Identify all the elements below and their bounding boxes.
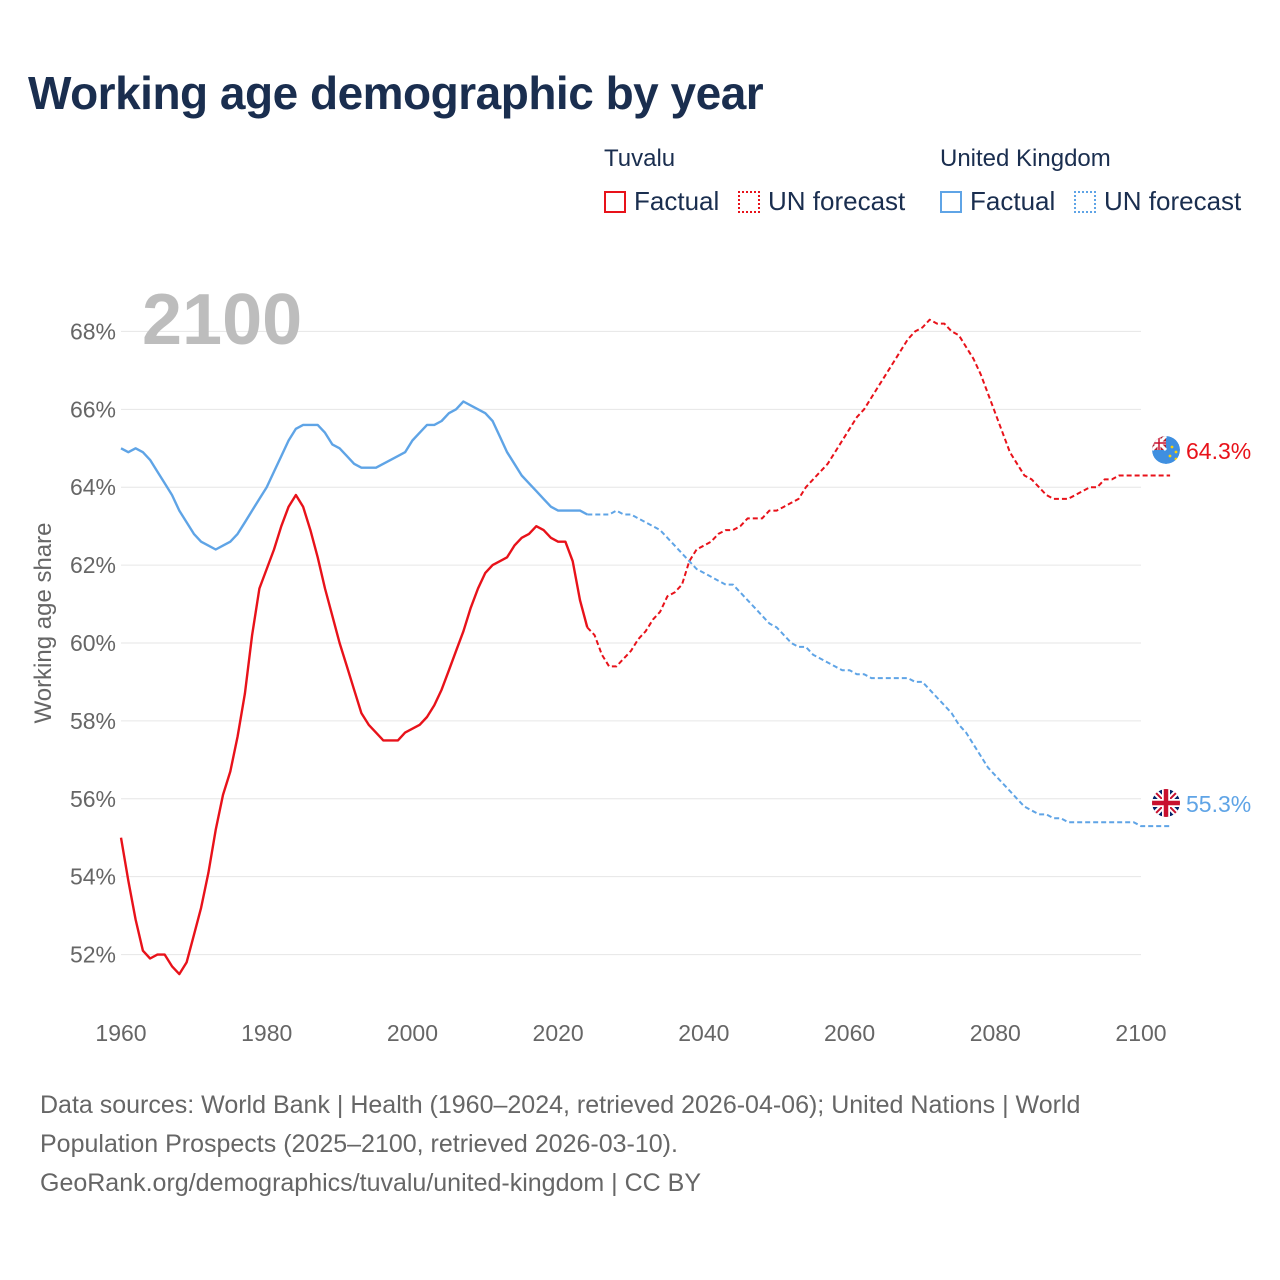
y-tick-label: 52%	[70, 942, 116, 968]
uk-flag-icon[interactable]	[1150, 787, 1182, 819]
legend-swatch-dotted-icon	[1074, 190, 1096, 213]
legend-label: Factual	[634, 186, 720, 216]
legend-title-tuvalu: Tuvalu	[604, 145, 676, 172]
legend-title-uk: United Kingdom	[940, 145, 1111, 172]
sources-line[interactable]: GeoRank.org/demographics/tuvalu/united-k…	[40, 1169, 701, 1197]
y-tick-label: 68%	[70, 318, 116, 344]
legend-label: Factual	[970, 186, 1056, 216]
chart-title: Working age demographic by year	[28, 67, 764, 119]
x-tick-label: 2000	[387, 1020, 438, 1046]
line-chart: 52% 54% 56% 58% 60% 62% 64% 66% 68% 1960 1980 2000 2…	[30, 280, 1251, 1046]
year-overlay: 2100	[142, 280, 302, 360]
x-tick-label: 2020	[533, 1020, 584, 1046]
legend-label: UN forecast	[1104, 186, 1242, 216]
legend-tuvalu-forecast[interactable]: UN forecast	[738, 186, 905, 217]
sources-line: Population Prospects (2025–2100, retriev…	[40, 1130, 678, 1158]
tuvalu-flag-icon[interactable]	[1152, 436, 1180, 464]
legend-uk-factual[interactable]: Factual	[940, 186, 1055, 217]
y-tick-label: 54%	[70, 864, 116, 890]
x-tick-label: 1980	[241, 1020, 292, 1046]
sources-line: Data sources: World Bank | Health (1960–…	[40, 1091, 1081, 1119]
y-tick-label: 62%	[70, 552, 116, 578]
legend-swatch-solid-icon	[604, 190, 626, 213]
y-tick-label: 56%	[70, 786, 116, 812]
end-label-uk: 55.3%	[1186, 791, 1251, 817]
x-tick-label: 2080	[970, 1020, 1021, 1046]
uk-factual-line[interactable]	[120, 400, 588, 551]
y-tick-label: 60%	[70, 630, 116, 656]
legend-uk-forecast[interactable]: UN forecast	[1074, 186, 1241, 217]
end-label-tuvalu: 64.3%	[1186, 438, 1251, 464]
x-tick-label: 2100	[1115, 1020, 1166, 1046]
x-tick-label: 1960	[95, 1020, 146, 1046]
x-tick-label: 2060	[824, 1020, 875, 1046]
x-tick-label: 2040	[678, 1020, 729, 1046]
tuvalu-factual-line[interactable]	[119, 493, 589, 976]
y-axis-label: Working age share	[30, 523, 57, 724]
legend-label: UN forecast	[768, 186, 906, 216]
legend-swatch-dotted-icon	[738, 190, 760, 213]
y-tick-label: 58%	[70, 708, 116, 734]
y-tick-label: 66%	[70, 396, 116, 422]
legend-swatch-solid-icon	[940, 190, 962, 213]
legend-tuvalu-factual[interactable]: Factual	[604, 186, 719, 217]
y-tick-label: 64%	[70, 474, 116, 500]
data-sources: Data sources: World Bank | Health (1960–…	[40, 1086, 1240, 1203]
tuvalu-forecast-line[interactable]	[586, 318, 1171, 668]
uk-forecast-line[interactable]	[587, 509, 1171, 828]
